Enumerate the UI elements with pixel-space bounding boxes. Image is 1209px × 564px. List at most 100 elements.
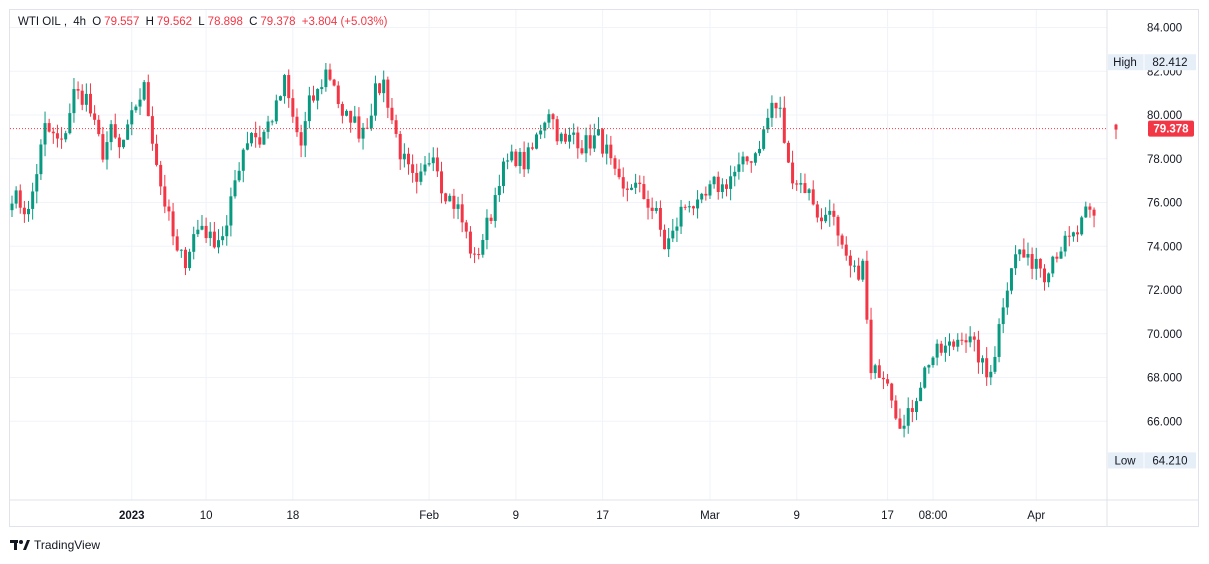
y-tick-label: 66.000	[1147, 416, 1182, 428]
candle-body	[952, 341, 956, 347]
candle-body	[113, 124, 117, 138]
candle-body	[914, 401, 918, 413]
candle-body	[39, 144, 43, 175]
candle-body	[811, 189, 815, 205]
candle-body	[555, 119, 559, 142]
candle-body	[1080, 217, 1084, 235]
candle-body	[733, 171, 737, 177]
x-tick-label: Feb	[419, 510, 439, 522]
legend-change: +3.804 (+5.03%)	[301, 16, 388, 28]
candle-body	[642, 184, 646, 200]
candle-body	[481, 239, 485, 255]
candle-body	[795, 183, 799, 185]
candle-body	[658, 208, 662, 230]
candle-body	[245, 143, 249, 150]
candle-body	[212, 231, 216, 248]
candle-body	[55, 133, 59, 139]
candle-body	[1092, 209, 1096, 216]
candle-body	[299, 132, 303, 146]
legend-high: 79.562	[156, 16, 193, 28]
candle-body	[394, 120, 398, 134]
candle-body	[250, 132, 254, 144]
candle-body	[807, 189, 811, 194]
candle-body	[134, 106, 138, 111]
candle-body	[568, 134, 572, 142]
candle-body	[828, 210, 832, 215]
candle-body	[960, 339, 964, 341]
candle-body	[1014, 254, 1018, 269]
high-marker-badge	[1108, 54, 1196, 71]
chart-frame[interactable]: 84.000 82.000 80.000 78.000 76.000 74.000 72.0…	[9, 9, 1199, 527]
candle-body	[229, 196, 233, 226]
legend-open: 79.557	[104, 16, 140, 28]
candle-body	[1009, 268, 1013, 291]
candle-body	[1059, 251, 1063, 259]
candle-body	[10, 203, 14, 211]
low-marker-badge	[1108, 452, 1196, 469]
candle-body	[167, 206, 171, 212]
candle-body	[448, 195, 452, 202]
candle-body	[650, 207, 654, 211]
candle-body	[774, 102, 778, 109]
candle-body	[720, 184, 724, 193]
candle-body	[1063, 235, 1067, 252]
candle-body	[221, 236, 225, 241]
candle-body	[80, 90, 84, 105]
y-tick-label: 70.000	[1147, 329, 1182, 341]
candle-body	[84, 93, 88, 105]
candle-body	[749, 161, 753, 163]
candle-body	[353, 116, 357, 123]
candle-body	[510, 151, 514, 161]
high-marker-label: High	[1113, 57, 1137, 69]
candle-body	[1055, 256, 1059, 259]
legend-close-label: C	[249, 16, 258, 28]
x-tick-label: Mar	[700, 510, 720, 522]
candle-body	[427, 163, 431, 165]
candle-body	[596, 129, 600, 136]
candlestick-chart[interactable]: 84.00082.00080.00078.00076.00074.00072.0…	[10, 10, 1198, 526]
candle-body	[691, 206, 695, 209]
legend-open-label: O	[92, 16, 102, 28]
candle-body	[146, 82, 150, 117]
candle-body	[369, 115, 373, 129]
candle-body	[758, 148, 762, 154]
candle-body	[22, 207, 26, 215]
candle-body	[473, 253, 477, 255]
candle-body	[175, 236, 179, 251]
candle-body	[671, 230, 675, 239]
candle-body	[241, 149, 245, 171]
candle-body	[1043, 268, 1046, 283]
candle-body	[716, 176, 720, 193]
candle-body	[601, 129, 605, 154]
candle-body	[1067, 235, 1071, 237]
candle-body	[613, 158, 617, 169]
candle-body	[423, 164, 427, 172]
candle-body	[729, 176, 733, 189]
candle-body	[869, 319, 873, 374]
footer-brand[interactable]: TradingView	[10, 538, 100, 552]
candle-body	[109, 124, 113, 143]
candle-body	[1018, 249, 1022, 255]
candle-body	[97, 119, 101, 135]
candle-body	[415, 172, 419, 182]
candle-body	[559, 133, 563, 142]
candle-body	[270, 121, 274, 123]
candle-body	[155, 143, 159, 165]
candle-body	[646, 199, 650, 208]
candle-body	[844, 244, 848, 256]
candle-body	[196, 229, 200, 235]
candle-body	[873, 365, 877, 374]
candle-body	[737, 164, 741, 172]
candle-body	[526, 147, 530, 170]
candle-body	[225, 225, 229, 237]
candle-body	[258, 137, 262, 145]
y-tick-label: 76.000	[1147, 198, 1182, 210]
candle-body	[357, 116, 361, 139]
candle-body	[266, 121, 270, 132]
candle-body	[819, 217, 823, 222]
candle-body	[786, 142, 790, 163]
candle-body	[997, 324, 1001, 357]
x-tick-label: Apr	[1027, 510, 1045, 522]
candle-body	[576, 132, 580, 149]
candle-body	[663, 229, 667, 250]
